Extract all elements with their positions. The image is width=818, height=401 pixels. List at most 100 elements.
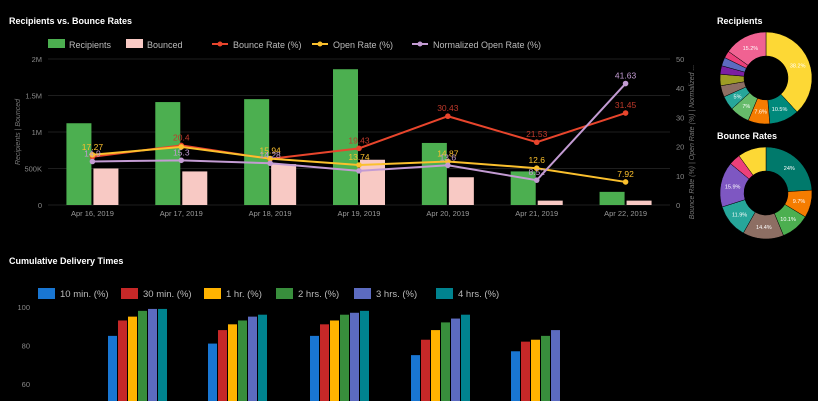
y2-tick-label: 0	[676, 201, 680, 210]
x-tick-label: Apr 17, 2019	[160, 209, 203, 218]
legend-swatch-30-min	[121, 288, 138, 299]
pie-slice-label: 7.6%	[754, 110, 767, 116]
bounce-pie-chart: 24% 9.7% 10.1% 14.4% 11.9% 15.9%	[719, 146, 813, 240]
point-normalized-open-rate	[445, 162, 451, 169]
legend-label-4-hrs: 4 hrs. (%)	[458, 289, 499, 300]
bar-1-hr	[128, 316, 137, 401]
data-label-open-rate: 12.6	[528, 155, 545, 165]
pie-slice	[765, 31, 813, 113]
legend-swatch-1-hr	[204, 288, 221, 299]
legend-label-recipients: Recipients	[69, 40, 112, 50]
point-open-rate	[89, 151, 96, 158]
data-label-bounce-rate: 19.43	[348, 135, 370, 145]
bar-3-hrs	[551, 330, 560, 401]
legend-marker-bounce-rate	[217, 41, 223, 47]
bar-1-hr	[228, 324, 237, 401]
point-open-rate	[533, 165, 540, 172]
cumulative-delivery-chart: 10 min. (%) 30 min. (%) 1 hr. (%) 2 hrs. (%…	[17, 288, 560, 401]
legend-swatch-4-hrs	[436, 288, 453, 299]
bar-2-hrs	[541, 335, 550, 401]
bar-2-hrs	[340, 314, 349, 401]
y2-axis-label: Bounce Rate (%) | Open Rate (%) | Normal…	[689, 65, 696, 220]
data-label-normalized-open-rate: 41.63	[615, 71, 637, 81]
bar-1-hr	[330, 320, 339, 401]
pie-slice-label: 5%	[734, 95, 742, 101]
pie-slice	[728, 31, 767, 66]
pie-slice-label: 11.9%	[732, 212, 747, 218]
legend-label-open-rate: Open Rate (%)	[333, 40, 393, 50]
x-tick-label: Apr 16, 2019	[71, 209, 114, 218]
legend-marker-normalized-open-rate	[417, 41, 423, 47]
bar-10-min	[310, 335, 319, 401]
delivery-chart-title: Cumulative Delivery Times	[9, 256, 124, 266]
x-tick-label: Apr 18, 2019	[249, 209, 292, 218]
data-label-normalized-open-rate: 14.28	[260, 150, 282, 160]
recipients-pie-chart: 38.2% 10.5% 7.6% 7%5% 15.2%	[719, 31, 813, 125]
bar-2-hrs	[138, 310, 147, 401]
legend-swatch-bounced	[126, 39, 143, 48]
legend-label-1-hr: 1 hr. (%)	[226, 289, 262, 300]
y-tick-label: 60	[22, 380, 30, 389]
bar-10-min	[511, 351, 520, 401]
bounce-pie-title: Bounce Rates	[717, 131, 778, 141]
point-open-rate	[356, 162, 362, 168]
legend-label-bounce-rate: Bounce Rate (%)	[233, 40, 302, 50]
y-tick-label: 1.5M	[25, 92, 42, 101]
data-label-bounce-rate: 31.45	[615, 100, 637, 110]
bar-bounced	[360, 159, 385, 205]
bar-bounced	[271, 164, 297, 205]
legend-label-normalized-open-rate: Normalized Open Rate (%)	[433, 40, 541, 50]
legend-swatch-10-min	[38, 288, 55, 299]
x-tick-label: Apr 21, 2019	[515, 209, 558, 218]
bar-recipients	[421, 142, 447, 205]
bar-30-min	[118, 320, 127, 401]
legend-label-30-min: 30 min. (%)	[143, 289, 192, 300]
data-label-normalized-open-rate: 15.3	[173, 147, 190, 157]
point-normalized-open-rate	[533, 177, 540, 183]
point-normalized-open-rate	[622, 80, 629, 87]
bar-10-min	[411, 355, 420, 401]
bar-2-hrs	[441, 322, 450, 401]
pie-slice-label: 10.1%	[780, 217, 796, 223]
data-label-bounce-rate: 21.53	[526, 129, 548, 139]
bar-30-min	[218, 330, 227, 401]
data-label-normalized-open-rate: 13.6	[440, 152, 457, 162]
point-bounce-rate	[356, 145, 362, 152]
bar-1-hr	[431, 330, 440, 401]
bar-30-min	[421, 339, 430, 401]
point-normalized-open-rate	[89, 158, 96, 165]
bar-recipients	[155, 102, 181, 205]
bar-recipients	[599, 191, 625, 205]
legend-label-3-hrs: 3 hrs. (%)	[376, 289, 417, 300]
pie-slice-label: 7%	[742, 104, 750, 110]
y2-tick-label: 30	[676, 113, 684, 122]
x-tick-label: Apr 20, 2019	[426, 209, 469, 218]
bar-30-min	[320, 324, 329, 401]
recipients-pie-title: Recipients	[717, 16, 763, 26]
data-label-open-rate: 7.92	[617, 169, 634, 179]
point-normalized-open-rate	[178, 157, 185, 164]
bar-4-hrs	[158, 308, 167, 401]
bar-10-min	[108, 335, 117, 401]
bar-4-hrs	[461, 314, 470, 401]
bar-3-hrs	[451, 318, 460, 401]
bar-4-hrs	[360, 310, 369, 401]
data-label-open-rate: 13.74	[348, 152, 370, 162]
bar-3-hrs	[148, 308, 157, 401]
pie-slice-label: 15.2%	[743, 46, 759, 52]
bar-1-hr	[531, 339, 540, 401]
point-bounce-rate	[533, 139, 540, 146]
data-label-open-rate: 14.87	[437, 148, 459, 158]
bar-recipients	[244, 99, 270, 205]
bar-bounced	[626, 200, 652, 205]
data-label-open-rate: 15.94	[260, 146, 282, 156]
y2-tick-label: 50	[676, 55, 684, 64]
bar-30-min	[521, 341, 530, 401]
legend-swatch-2-hrs	[276, 288, 293, 299]
data-label-normalized-open-rate: 8.52	[528, 167, 545, 177]
data-label-normalized-open-rate: 14.9	[84, 148, 101, 158]
legend-label-2-hrs: 2 hrs. (%)	[298, 289, 339, 300]
point-normalized-open-rate	[356, 168, 362, 174]
pie-slice-label: 24%	[784, 166, 795, 172]
legend-label-10-min: 10 min. (%)	[60, 289, 109, 300]
